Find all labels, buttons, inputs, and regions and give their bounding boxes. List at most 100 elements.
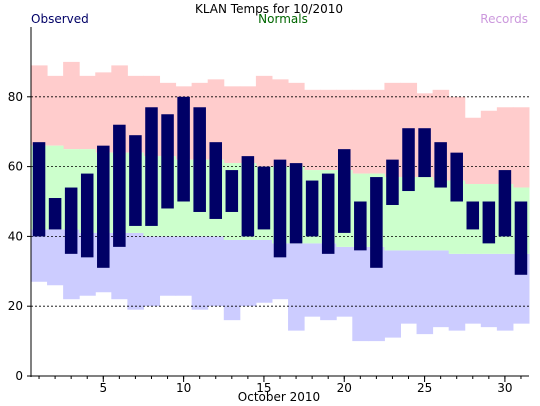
record-low-band [480,253,498,328]
observed-bar [161,114,174,209]
axes: 0 20 40 60 80 5 10 15 20 25 30 [8,27,529,395]
record-low-band [223,239,241,321]
observed-bar [113,124,126,247]
observed-bar [402,128,415,192]
record-high-band [207,79,225,160]
record-low-band [111,232,128,300]
record-low-band [368,246,385,342]
x-tick-label: 5 [99,381,107,395]
chart-title: KLAN Temps for 10/2010 [195,2,343,16]
y-tick-label: 60 [8,160,23,174]
observed-bar [177,96,190,202]
observed-bar [305,180,319,237]
observed-bar [225,170,239,212]
normal-band [432,180,450,251]
observed-bar [145,107,158,226]
y-tick-label: 40 [8,229,23,243]
observed-bar [514,201,528,275]
y-tick-label: 0 [15,369,23,383]
record-low-band [320,243,337,321]
observed-bar [370,177,383,268]
observed-bar [450,152,463,202]
record-high-band [79,75,96,150]
record-low-band [352,246,369,342]
record-low-band [288,243,305,331]
record-high-band [239,86,257,164]
observed-bar [386,159,399,205]
observed-bar [97,145,110,268]
observed-bar [193,107,206,212]
observed-bar [321,173,335,254]
legend-observed: Observed [31,12,89,26]
record-high-band [512,107,530,188]
legend-records: Records [480,12,528,26]
record-low-band [416,250,434,335]
observed-bar [337,149,351,233]
record-low-band [304,243,321,317]
observed-bars [32,96,528,275]
record-high-band [496,107,514,185]
observed-bar [32,142,46,237]
x-tick-label: 15 [256,381,271,395]
x-tick-label: 20 [337,381,352,395]
record-low-band [159,236,177,296]
record-low-band [191,236,209,310]
normal-band [400,177,418,251]
observed-bar [209,142,223,219]
observed-bar [241,156,255,237]
observed-bar [482,201,496,244]
record-high-band [127,75,144,153]
observed-bar [418,128,431,178]
observed-bar [48,198,62,230]
record-low-band [255,239,273,303]
record-high-band [368,89,385,174]
observed-bar [498,170,512,237]
observed-bar [80,173,94,258]
observed-bar [434,142,447,188]
record-high-band [223,86,241,164]
record-high-band [95,72,112,153]
record-low-band [143,236,161,307]
record-low-band [432,250,450,328]
record-low-band [400,250,418,324]
x-tick-label: 10 [176,381,191,395]
observed-bar [289,163,303,244]
x-tick-label: 30 [497,381,512,395]
record-low-band [175,236,193,296]
record-low-band [207,236,225,307]
observed-bar [354,201,367,251]
record-high-band [384,82,401,178]
record-low-band [448,253,466,331]
observed-bar [257,166,271,230]
observed-bar [64,187,78,254]
observed-bar [466,201,480,230]
y-tick-label: 80 [8,90,23,104]
record-high-band [63,61,80,150]
record-high-band [31,65,48,146]
record-high-band [47,75,64,146]
record-high-band [304,89,321,171]
record-high-band [288,82,305,167]
record-low-band [31,229,48,282]
record-low-band [464,253,482,324]
record-low-band [496,253,514,331]
record-high-band [480,110,498,185]
record-high-band [320,89,337,171]
record-high-band [352,89,369,174]
record-low-band [127,232,144,310]
legend-normals: Normals [258,12,308,26]
record-low-band [384,250,401,338]
record-high-band [271,79,289,167]
record-low-band [47,229,64,286]
x-axis-label: October 2010 [238,390,320,404]
record-high-band [255,75,273,167]
record-low-band [336,246,353,317]
observed-bar [129,135,142,226]
normal-band [416,177,434,251]
y-tick-label: 20 [8,299,23,313]
record-high-band [464,117,482,185]
x-tick-label: 25 [417,381,432,395]
record-low-band [239,239,257,307]
observed-bar [273,159,287,258]
